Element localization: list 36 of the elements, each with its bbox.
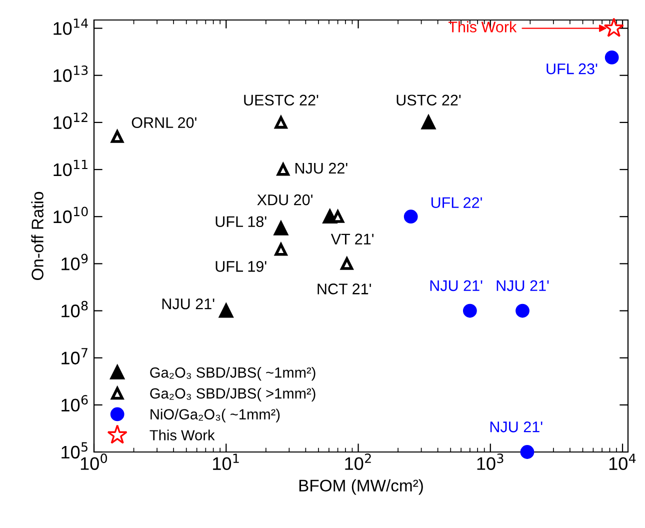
legend-label: This Work [150, 430, 215, 440]
y-tick-label: 10$^{11}$ [54, 160, 88, 176]
y-tick-label: 10$^{9}$ [62, 254, 88, 270]
y-tick-label: 10$^{6}$ [62, 395, 88, 412]
annotation: NJU 22' [295, 162, 348, 174]
x-tick-label: 10$^{3}$ [477, 454, 504, 470]
y-tick-label: 10$^{7}$ [62, 348, 88, 364]
annotation: NJU 21' [162, 298, 214, 310]
annotation: NCT 21' [318, 284, 371, 294]
y-tick-label: 10$^{10}$ [54, 206, 88, 224]
annotation: ORNL 20' [132, 117, 196, 128]
annotation: UFL 23' [546, 63, 598, 74]
annotation: UFL 19' [216, 261, 266, 272]
y-tick-label: 10$^{13}$ [54, 65, 88, 82]
y-tick-label: 10$^{14}$ [54, 18, 88, 35]
annotation: XDU 20' [257, 194, 312, 206]
annotation: VT 21' [330, 234, 374, 244]
annotation: This Work [448, 21, 517, 32]
annotation: UFL 18' [216, 216, 266, 228]
annotation: NJU 21' [490, 421, 542, 432]
x-tick-label: 10$^{4}$ [609, 454, 636, 470]
x-tick-label: 10$^{2}$ [345, 454, 371, 470]
annotation: UFL 22' [431, 197, 482, 208]
x-tick-label: 10$^{1}$ [213, 454, 239, 470]
annotation: NJU 21' [496, 280, 549, 292]
x-axis-title: BFOM (MW/cm²) [299, 479, 423, 495]
annotation: NJU 21' [430, 280, 482, 292]
y-tick-label: 10$^{12}$ [54, 112, 88, 130]
legend-label: Ga₂O₃ SBD/JBS( ~1mm²) [150, 366, 316, 381]
x-tick-label: 10$^{0}$ [80, 454, 108, 470]
annotation: USTC 22' [396, 94, 461, 106]
legend-label: NiO/Ga₂O₃( ~1mm²) [150, 408, 280, 422]
y-tick-label: 10$^{8}$ [62, 300, 88, 318]
legend-label: Ga₂O₃ SBD/JBS( >1mm²) [150, 388, 316, 402]
annotation: UESTC 22' [244, 94, 318, 106]
y-axis-title: On-off Ratio [31, 192, 44, 280]
